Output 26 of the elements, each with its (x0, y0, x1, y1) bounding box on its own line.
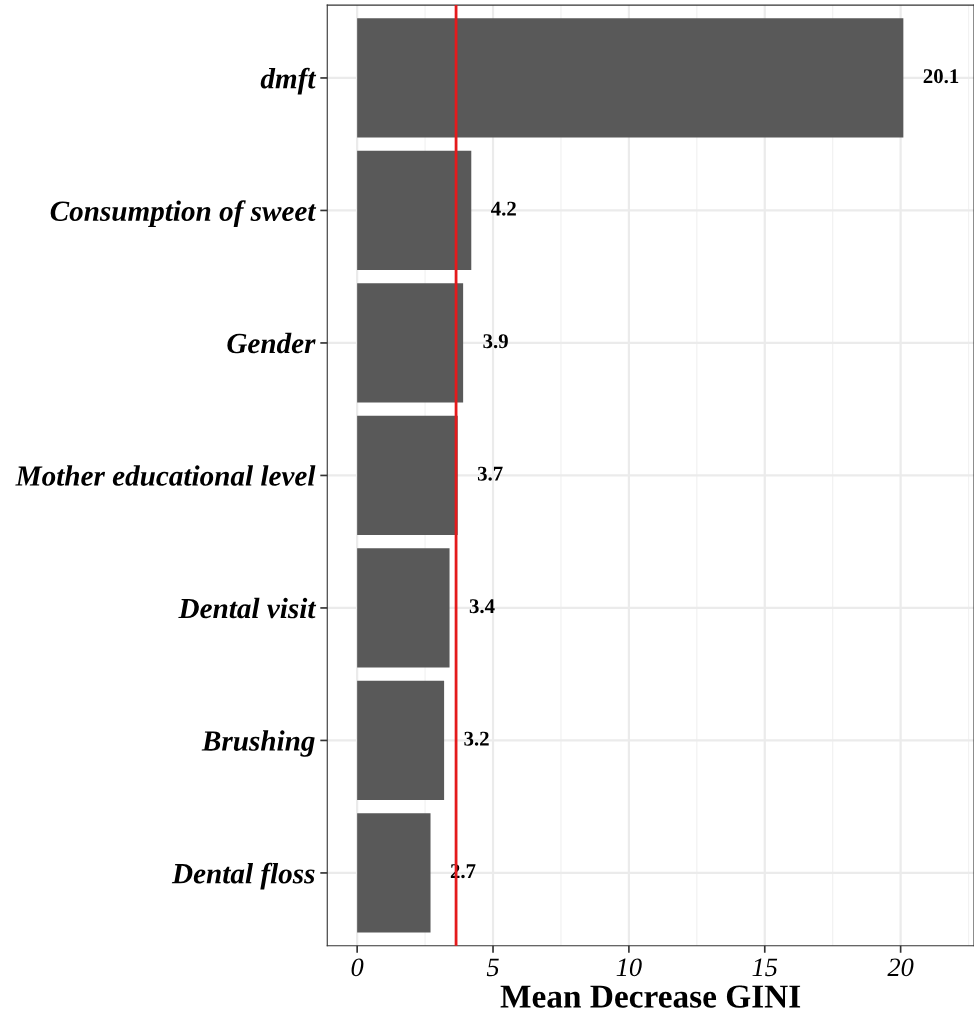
data-label: 4.2 (491, 201, 516, 216)
bar (357, 548, 450, 668)
y-tick-label: Gender (227, 332, 316, 354)
bar (357, 283, 464, 403)
bar (357, 813, 431, 933)
data-label: 3.2 (464, 731, 489, 746)
x-tick-label: 20 (887, 958, 914, 977)
y-tick-label: dmft (260, 67, 317, 95)
data-label: 3.9 (483, 334, 508, 349)
y-tick-label: Brushing (201, 730, 315, 757)
bar (357, 680, 445, 801)
y-tick-label: Mother educational level (15, 465, 316, 486)
bar (357, 415, 458, 536)
data-label: 3.4 (469, 599, 495, 614)
x-tick-label: 5 (486, 958, 499, 977)
y-tick-label: Dental floss (171, 862, 315, 890)
x-tick-label: 15 (752, 958, 778, 977)
data-label: 3.7 (477, 466, 503, 481)
bar (357, 150, 472, 271)
data-label: 20.1 (923, 69, 959, 84)
y-tick-label: Dental visit (178, 597, 317, 619)
bar (357, 18, 904, 138)
y-tick-label: Consumption of sweet (50, 200, 317, 227)
x-tick-label: 0 (351, 958, 364, 977)
x-tick-label: 10 (616, 958, 642, 977)
x-axis-title: Mean Decrease GINI (500, 985, 801, 1008)
